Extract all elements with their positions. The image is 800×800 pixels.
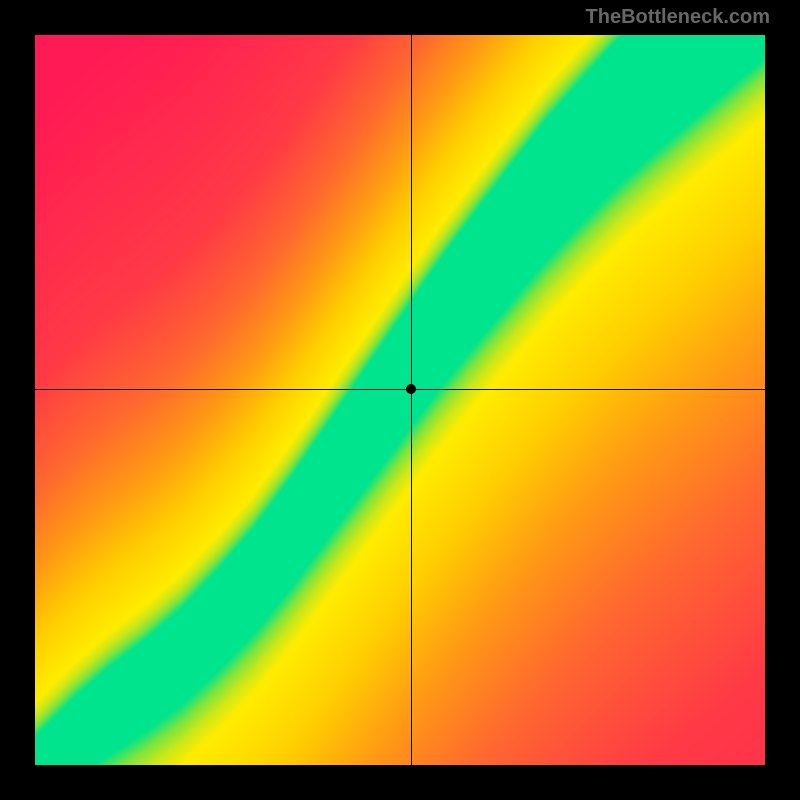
heatmap-canvas — [35, 35, 765, 765]
bottleneck-heatmap — [35, 35, 765, 765]
crosshair-horizontal — [35, 389, 765, 390]
crosshair-vertical — [411, 35, 412, 765]
selection-marker — [406, 384, 416, 394]
watermark-text: TheBottleneck.com — [586, 6, 770, 29]
